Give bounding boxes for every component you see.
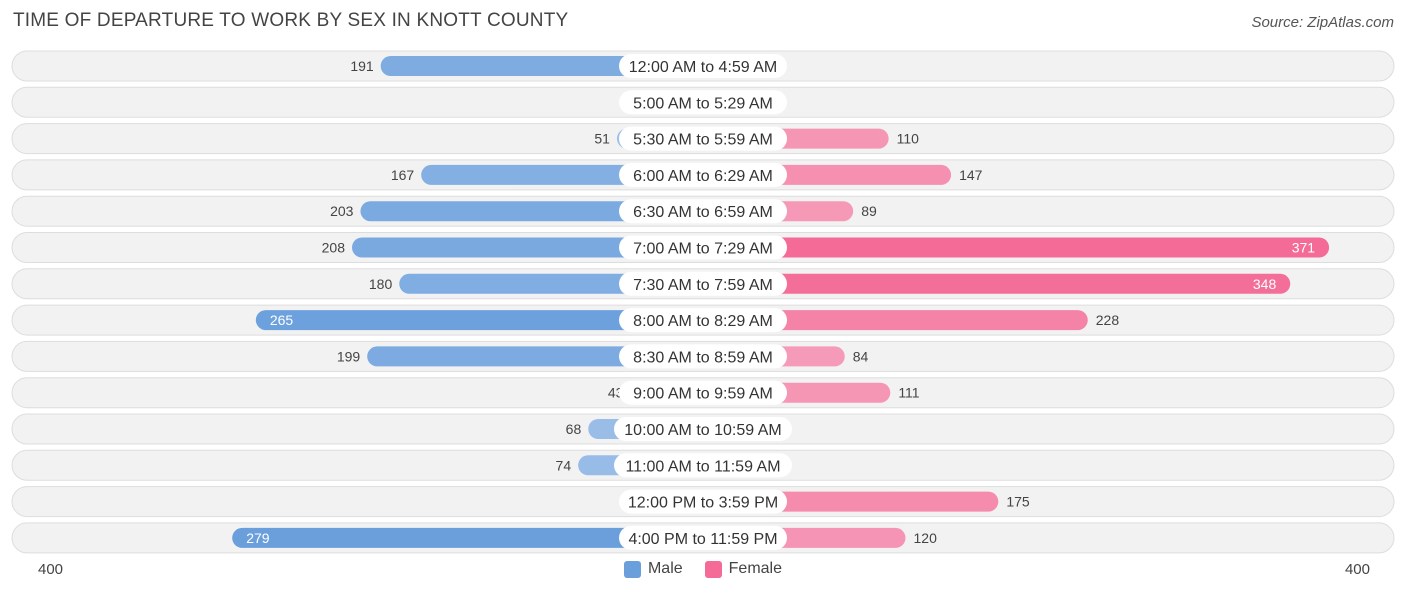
category-label: 12:00 AM to 4:59 AM xyxy=(629,59,778,76)
value-label-female: 228 xyxy=(1096,312,1120,328)
category-label: 8:30 AM to 8:59 AM xyxy=(633,349,773,366)
value-label-female: 147 xyxy=(959,167,983,183)
category-label-pill xyxy=(619,199,787,224)
bar-male xyxy=(232,527,703,548)
category-label: 6:30 AM to 6:59 AM xyxy=(633,204,773,221)
category-label-pill xyxy=(619,344,787,369)
category-label: 7:00 AM to 7:29 AM xyxy=(633,241,773,258)
category-label-pill xyxy=(619,271,787,296)
bar-female xyxy=(703,237,1330,258)
value-label-male: 199 xyxy=(337,348,361,364)
value-label-female: 84 xyxy=(853,348,869,364)
value-label-male: 68 xyxy=(566,421,582,437)
value-label-male: 74 xyxy=(556,457,572,473)
value-label-male: 203 xyxy=(330,203,354,219)
bar-female xyxy=(703,273,1291,294)
chart-source: Source: ZipAtlas.com xyxy=(1251,14,1394,31)
bar-male xyxy=(352,237,703,258)
legend-item-female: Female xyxy=(704,560,783,578)
legend-swatch-female xyxy=(704,560,722,578)
category-label-pill xyxy=(614,453,792,478)
axis-right-max-label: 400 xyxy=(1344,561,1370,578)
category-label: 5:30 AM to 5:59 AM xyxy=(633,132,773,149)
bar-male xyxy=(255,310,703,331)
legend-label-male: Male xyxy=(647,560,683,577)
value-label-female: 348 xyxy=(1253,276,1277,292)
bar-male xyxy=(367,346,703,367)
value-label-male: 279 xyxy=(246,530,270,546)
category-label-pill xyxy=(619,126,787,151)
category-label-pill xyxy=(619,489,787,514)
category-label: 10:00 AM to 10:59 AM xyxy=(624,422,781,439)
category-label: 11:00 AM to 11:59 AM xyxy=(625,458,780,475)
category-label-pill xyxy=(619,380,787,405)
legend-item-male: Male xyxy=(623,560,683,578)
axis-left-max-label: 400 xyxy=(38,561,64,578)
bar-male xyxy=(360,201,703,222)
value-label-male: 191 xyxy=(350,58,374,74)
value-label-female: 120 xyxy=(914,530,938,546)
value-label-female: 371 xyxy=(1292,240,1316,256)
category-label-pill xyxy=(619,525,787,550)
category-label-pill xyxy=(619,308,787,333)
category-label-pill xyxy=(619,90,787,115)
value-label-male: 265 xyxy=(270,312,294,328)
chart-title: TIME OF DEPARTURE TO WORK BY SEX IN KNOT… xyxy=(13,10,569,31)
category-label-pill xyxy=(619,54,787,78)
legend-label-female: Female xyxy=(728,560,783,577)
value-label-male: 51 xyxy=(594,131,610,147)
category-label: 8:00 AM to 8:29 AM xyxy=(633,313,773,330)
value-label-female: 89 xyxy=(861,203,877,219)
category-label: 9:00 AM to 9:59 AM xyxy=(633,386,773,403)
category-label: 12:00 PM to 3:59 PM xyxy=(628,495,778,512)
category-label-pill xyxy=(619,235,787,260)
bar-female xyxy=(703,310,1088,331)
value-label-female: 111 xyxy=(898,385,919,401)
value-label-female: 110 xyxy=(897,131,920,147)
category-label-pill xyxy=(614,417,792,441)
value-label-male: 208 xyxy=(322,240,346,256)
category-label: 5:00 AM to 5:29 AM xyxy=(633,95,773,112)
value-label-female: 175 xyxy=(1006,494,1030,510)
legend: Male Female xyxy=(0,560,1406,578)
category-label: 6:00 AM to 6:29 AM xyxy=(633,168,773,185)
value-label-male: 180 xyxy=(369,276,393,292)
legend-swatch-male xyxy=(623,560,641,578)
category-label: 7:30 AM to 7:59 AM xyxy=(633,277,773,294)
category-label-pill xyxy=(619,162,787,187)
value-label-male: 167 xyxy=(391,167,415,183)
category-label: 4:00 PM to 11:59 PM xyxy=(628,531,777,548)
